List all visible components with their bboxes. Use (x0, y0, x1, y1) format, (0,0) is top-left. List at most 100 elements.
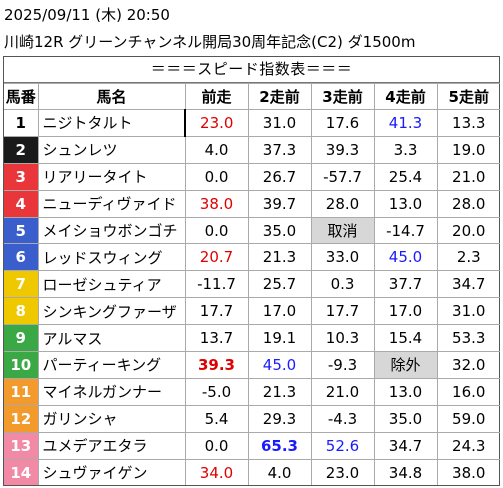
speed-value-cell: -9.3 (310, 351, 375, 379)
speed-value-cell: 10.3 (310, 324, 375, 353)
speed-value-cell: 21.3 (247, 243, 312, 272)
speed-value-cell: 28.0 (436, 189, 500, 218)
col-header-horse-number: 馬番 (4, 83, 39, 110)
speed-value-cell: 17.0 (373, 297, 438, 326)
speed-value-cell: 13.0 (373, 377, 438, 406)
horse-number-cell: 1 (4, 109, 39, 137)
horse-name-cell: ローゼシュティア (37, 270, 186, 299)
horse-number-cell: 5 (4, 216, 39, 245)
speed-value-cell: 34.8 (373, 458, 438, 486)
speed-value-cell: 13.0 (373, 189, 438, 218)
horse-number-cell: 14 (4, 458, 39, 486)
speed-value-cell: 29.3 (247, 404, 312, 433)
horse-name-cell: ニューディヴァイド (37, 189, 186, 218)
speed-value-cell: 0.3 (310, 270, 375, 299)
col-header-last-race: 前走 (184, 83, 249, 110)
speed-value-cell: 17.0 (247, 297, 312, 326)
speed-value-cell: 3.3 (373, 135, 438, 164)
speed-value-cell: 39.7 (247, 189, 312, 218)
horse-name-cell: ニジトタルト (37, 109, 186, 137)
speed-value-cell: 39.3 (184, 351, 249, 379)
speed-value-cell: 5.4 (184, 404, 249, 433)
speed-value-cell: 39.3 (310, 135, 375, 164)
race-title: 川崎12R グリーンチャンネル開局30周年記念(C2) ダ1500m (4, 33, 416, 51)
horse-number-cell: 12 (4, 404, 39, 433)
horse-number-cell: 9 (4, 324, 39, 353)
col-header-3-races-ago: 3走前 (310, 83, 375, 110)
table-row: 7 ローゼシュティア -11.7 25.7 0.3 37.7 34.7 (4, 270, 500, 299)
speed-value-cell: 65.3 (247, 431, 312, 460)
table-banner: ＝＝＝スピード指数表＝＝＝ (4, 57, 499, 83)
speed-value-cell: 15.4 (373, 324, 438, 353)
speed-value-cell: 31.0 (436, 297, 500, 326)
speed-value-cell: 34.0 (184, 458, 249, 486)
speed-value-cell: 21.3 (247, 377, 312, 406)
speed-value-cell: 38.0 (184, 189, 249, 218)
speed-value-cell: 21.0 (436, 162, 500, 191)
horse-name-cell: リアリータイト (37, 162, 186, 191)
speed-value-cell: 59.0 (436, 404, 500, 433)
speed-value-cell: 45.0 (247, 351, 312, 379)
table-row: 4 ニューディヴァイド 38.0 39.7 28.0 13.0 28.0 (4, 189, 500, 218)
speed-value-cell: 31.0 (247, 109, 312, 137)
horse-name-cell: パーティーキング (37, 351, 186, 379)
speed-value-cell: 20.7 (184, 243, 249, 272)
speed-value-cell: 35.0 (247, 216, 312, 245)
speed-value-cell: 13.7 (184, 324, 249, 353)
horse-name-cell: メイショウボンゴチ (37, 216, 186, 245)
speed-value-cell: 16.0 (436, 377, 500, 406)
horse-number-cell: 11 (4, 377, 39, 406)
horse-number-cell: 2 (4, 135, 39, 164)
speed-index-table-frame: ＝＝＝スピード指数表＝＝＝ 馬番 馬名 前走 2走前 3走前 4走前 (3, 56, 500, 486)
speed-value-cell: 25.7 (247, 270, 312, 299)
horse-number-cell: 7 (4, 270, 39, 299)
speed-value-cell: 23.0 (310, 458, 375, 486)
table-row: 8 シンキングファーザ 17.7 17.0 17.7 17.0 31.0 (4, 297, 500, 326)
speed-value-cell: 19.1 (247, 324, 312, 353)
speed-value-cell: -4.3 (310, 404, 375, 433)
speed-value-cell: 53.3 (436, 324, 500, 353)
speed-value-cell: 4.0 (247, 458, 312, 486)
horse-number-cell: 4 (4, 189, 39, 218)
speed-value-cell: 26.7 (247, 162, 312, 191)
speed-value-cell: 32.0 (436, 351, 500, 379)
horse-name-cell: シュヴァイゲン (37, 458, 186, 486)
col-header-4-races-ago: 4走前 (373, 83, 438, 110)
speed-value-cell: -11.7 (184, 270, 249, 299)
horse-number-cell: 6 (4, 243, 39, 272)
speed-value-cell: 38.0 (436, 458, 500, 486)
speed-value-cell: 25.4 (373, 162, 438, 191)
speed-index-table: 馬番 馬名 前走 2走前 3走前 4走前 5走前 1 ニジトタルト 23.0 31.0… (4, 83, 500, 486)
speed-value-cell: -57.7 (310, 162, 375, 191)
speed-value-cell: 23.0 (184, 109, 249, 137)
speed-value-cell: 37.7 (373, 270, 438, 299)
speed-value-cell: 33.0 (310, 243, 375, 272)
speed-value-cell: 24.3 (436, 431, 500, 460)
speed-value-cell: 0.0 (184, 162, 249, 191)
speed-value-cell: 2.3 (436, 243, 500, 272)
speed-value-cell: 17.7 (184, 297, 249, 326)
col-header-2-races-ago: 2走前 (247, 83, 312, 110)
speed-value-cell: 34.7 (373, 431, 438, 460)
col-header-5-races-ago: 5走前 (436, 83, 500, 110)
speed-value-cell: 4.0 (184, 135, 249, 164)
table-row: 11 マイネルガンナー -5.0 21.3 21.0 13.0 16.0 (4, 377, 500, 406)
speed-value-cell: -14.7 (373, 216, 438, 245)
speed-value-cell: 17.6 (310, 109, 375, 137)
horse-name-cell: シンキングファーザ (37, 297, 186, 326)
table-row: 5 メイショウボンゴチ 0.0 35.0 取消 -14.7 20.0 (4, 216, 500, 245)
speed-value-cell: 37.3 (247, 135, 312, 164)
speed-value-cell: 19.0 (436, 135, 500, 164)
table-row: 10 パーティーキング 39.3 45.0 -9.3 除外 32.0 (4, 351, 500, 379)
speed-value-cell: 35.0 (373, 404, 438, 433)
speed-value-cell: 28.0 (310, 189, 375, 218)
horse-name-cell: アルマス (37, 324, 186, 353)
horse-number-cell: 3 (4, 162, 39, 191)
speed-value-cell: 除外 (373, 351, 438, 379)
speed-value-cell: -5.0 (184, 377, 249, 406)
col-header-horse-name: 馬名 (37, 83, 186, 110)
table-row: 14 シュヴァイゲン 34.0 4.0 23.0 34.8 38.0 (4, 458, 500, 486)
table-header-row: 馬番 馬名 前走 2走前 3走前 4走前 5走前 (4, 83, 500, 110)
speed-value-cell: 17.7 (310, 297, 375, 326)
